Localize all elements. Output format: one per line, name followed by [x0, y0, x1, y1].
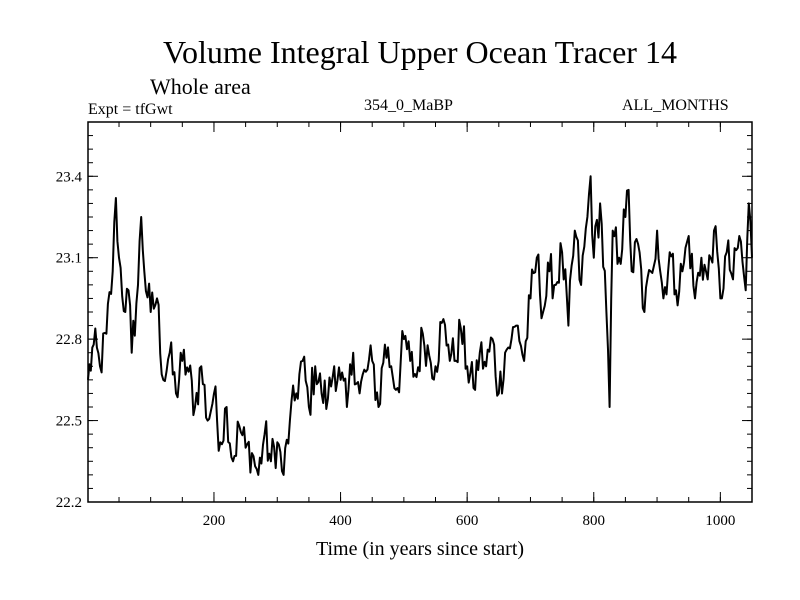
experiment-label: Expt = tfGwt [88, 101, 173, 118]
x-axis-label: Time (in years since start) [315, 538, 525, 560]
chart-title: Volume Integral Upper Ocean Tracer 14 [163, 34, 677, 70]
series-line-tracer-14 [87, 175, 753, 476]
y-tick-label: 23.1 [56, 251, 82, 267]
x-tick-label: 200 [203, 513, 226, 529]
y-tick-label: 22.8 [56, 332, 82, 348]
y-tick-label: 22.2 [56, 495, 82, 511]
y-tick-label: 22.5 [56, 414, 82, 430]
x-tick-label: 800 [583, 513, 606, 529]
x-tick-label: 600 [456, 513, 479, 529]
run-label: 354_0_MaBP [364, 97, 453, 114]
x-tick-label: 1000 [705, 513, 735, 529]
plot-frame [87, 121, 753, 503]
chart-subtitle: Whole area [150, 74, 251, 99]
x-tick-label: 400 [329, 513, 352, 529]
months-label: ALL_MONTHS [622, 97, 729, 114]
y-tick-label: 23.4 [56, 169, 83, 185]
